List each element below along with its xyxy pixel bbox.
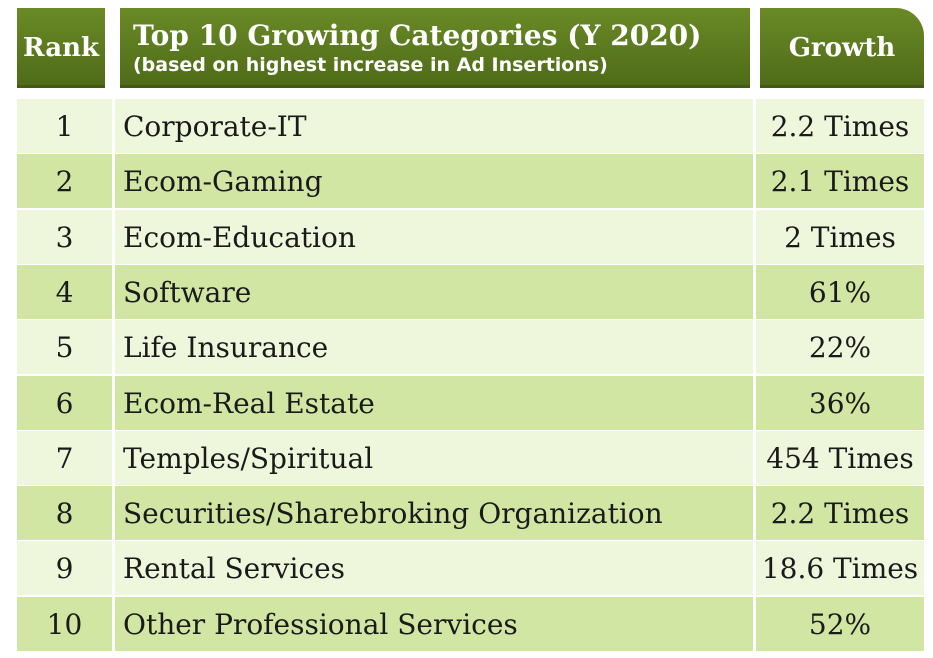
rank-cell: 6 [17, 376, 115, 430]
header-category-title: Top 10 Growing Categories (Y 2020) [133, 19, 702, 52]
rank-cell: 1 [17, 99, 115, 153]
category-cell: Temples/Spiritual [115, 431, 756, 485]
rank-cell: 7 [17, 431, 115, 485]
table-row: 8 Securities/Sharebroking Organization 2.2… [17, 486, 924, 540]
header-rank: Rank [17, 8, 105, 88]
category-cell: Securities/Sharebroking Organization [115, 486, 756, 540]
table-row: 2 Ecom-Gaming 2.1 Times [17, 154, 924, 208]
table-row: 9 Rental Services 18.6 Times [17, 541, 924, 595]
table-row: 5 Life Insurance 22% [17, 320, 924, 374]
growth-cell: 454 Times [766, 441, 914, 475]
table-row: 10 Other Professional Services 52% [17, 597, 924, 651]
category-cell: Corporate-IT [115, 99, 756, 153]
rank-cell: 4 [17, 265, 115, 319]
rank-cell: 3 [17, 210, 115, 264]
rank-cell: 9 [17, 541, 115, 595]
rank-cell: 10 [17, 597, 115, 651]
header-category-subtitle: (based on highest increase in Ad Inserti… [133, 54, 608, 76]
growth-cell: 2.2 Times [770, 496, 910, 530]
growth-cell: 2.1 Times [770, 164, 910, 198]
category-cell: Ecom-Real Estate [115, 376, 756, 430]
growth-cell: 18.6 Times [761, 551, 919, 585]
growth-cell: 61% [808, 275, 872, 309]
growth-cell: 2.2 Times [770, 109, 910, 143]
category-cell: Software [115, 265, 756, 319]
growth-cell: 22% [808, 330, 872, 364]
header-growth: Growth [760, 8, 924, 88]
table-row: 3 Ecom-Education 2 Times [17, 210, 924, 264]
table-row: 1 Corporate-IT 2.2 Times [17, 99, 924, 153]
growth-cell: 36% [808, 386, 872, 420]
growth-cell: 2 Times [784, 220, 896, 254]
category-cell: Ecom-Gaming [115, 154, 756, 208]
category-cell: Rental Services [115, 541, 756, 595]
header-category: Top 10 Growing Categories (Y 2020) (base… [120, 8, 750, 88]
growth-cell: 52% [808, 607, 872, 641]
table-row: 7 Temples/Spiritual 454 Times [17, 431, 924, 485]
category-cell: Other Professional Services [115, 597, 756, 651]
table-row: 6 Ecom-Real Estate 36% [17, 376, 924, 430]
rank-cell: 2 [17, 154, 115, 208]
category-cell: Ecom-Education [115, 210, 756, 264]
header-growth-label: Growth [788, 33, 896, 63]
header-rank-label: Rank [23, 33, 99, 63]
rank-cell: 5 [17, 320, 115, 374]
rank-cell: 8 [17, 486, 115, 540]
table-row: 4 Software 61% [17, 265, 924, 319]
category-cell: Life Insurance [115, 320, 756, 374]
